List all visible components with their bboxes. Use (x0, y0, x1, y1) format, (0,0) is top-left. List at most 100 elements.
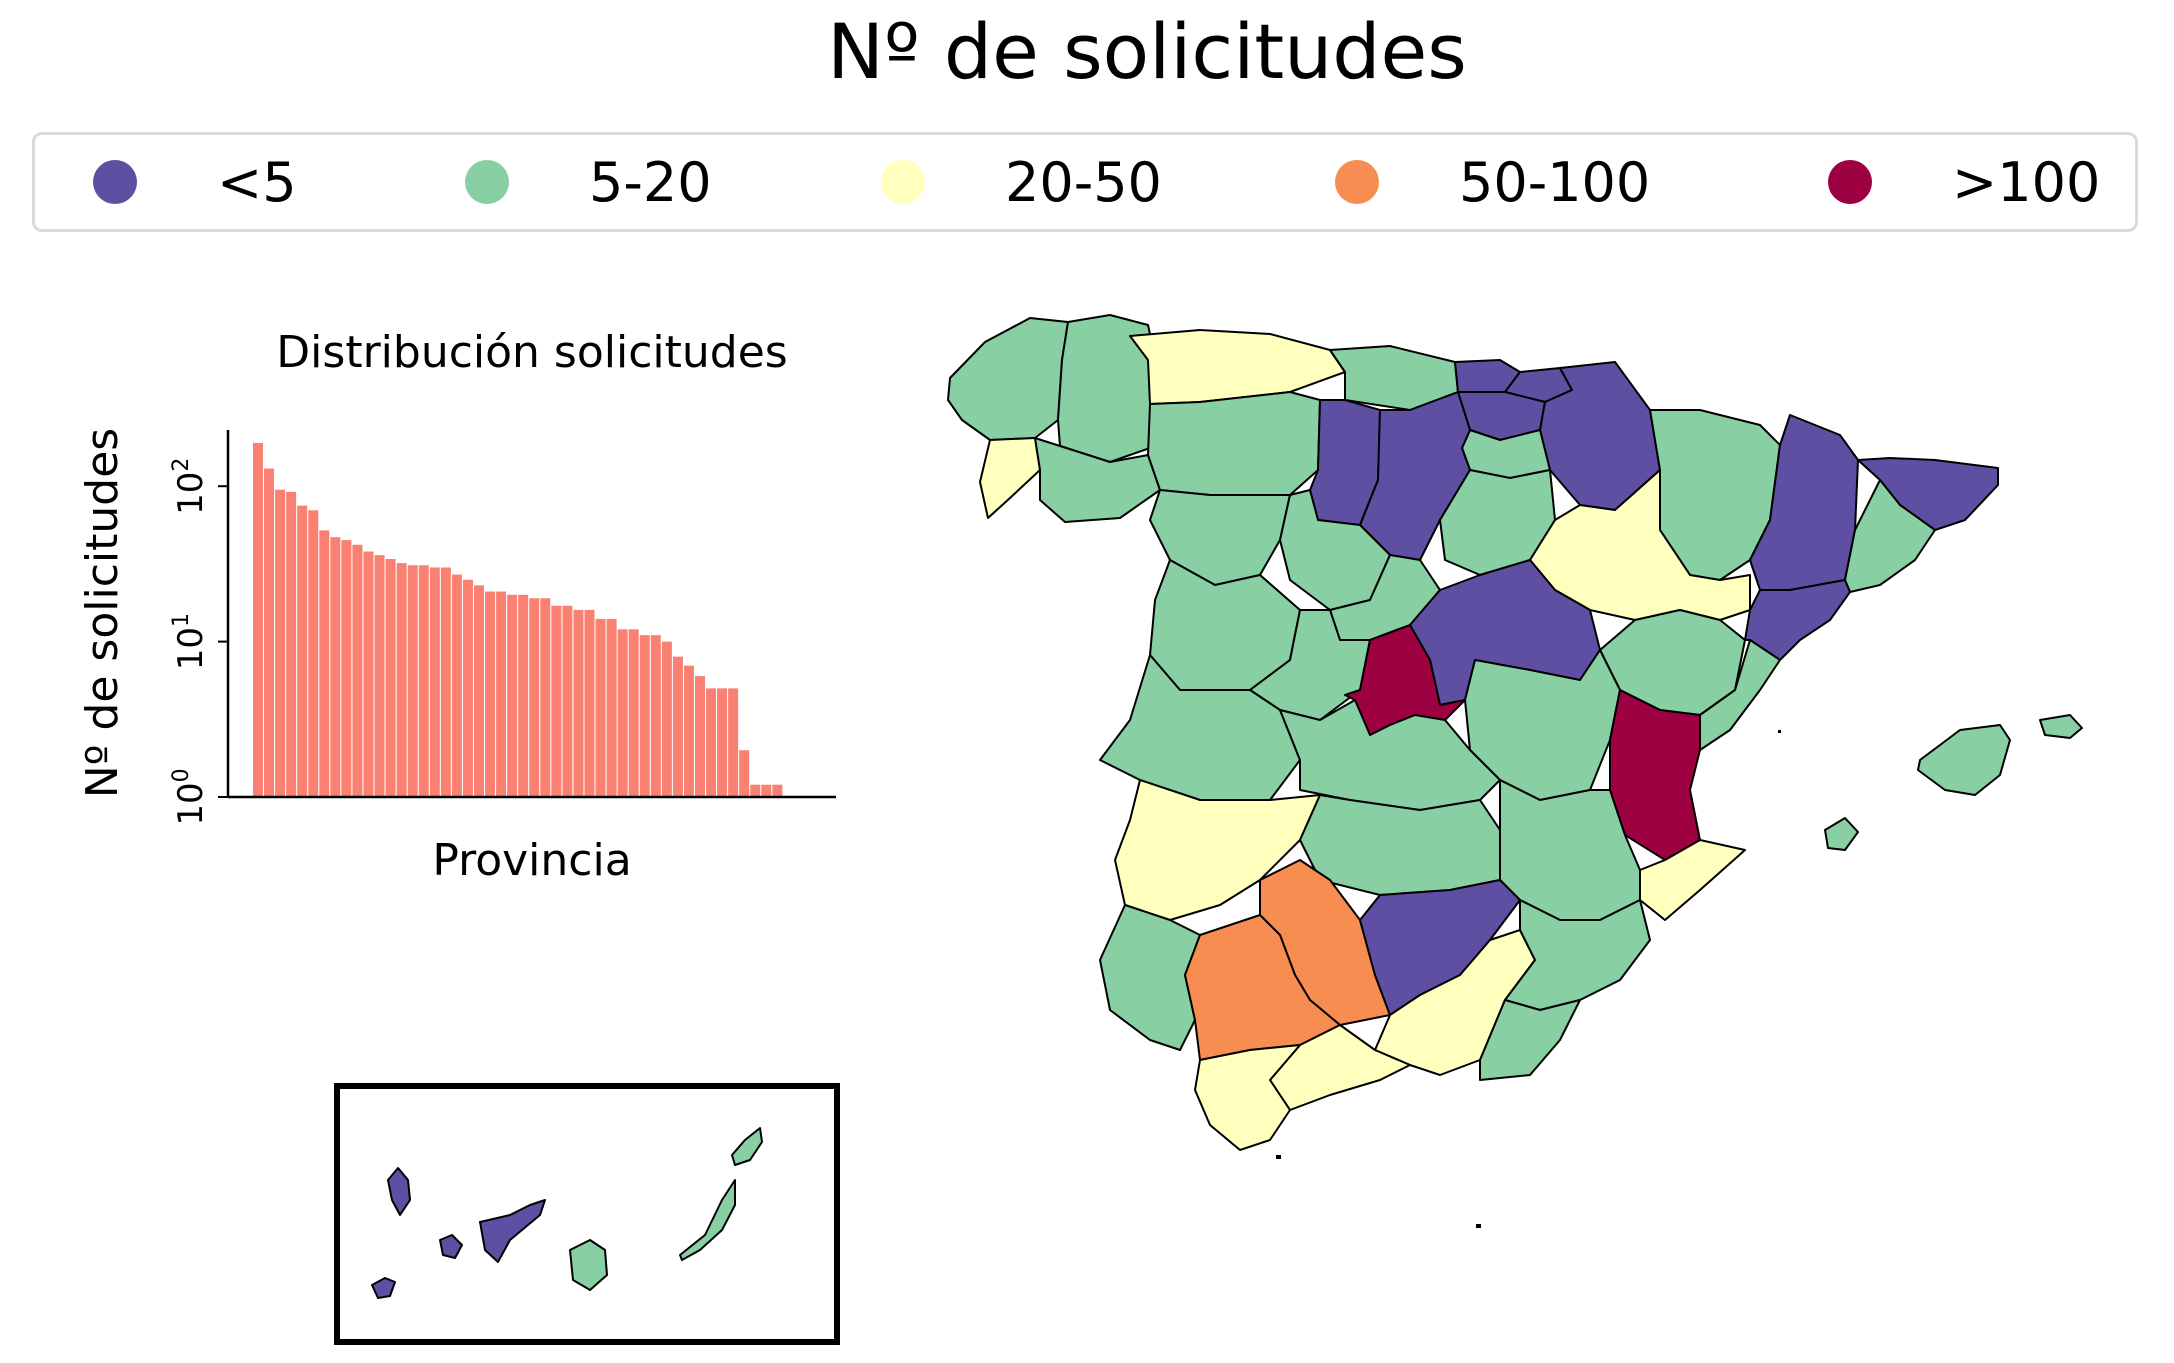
chart-bar (540, 598, 551, 797)
chart-bar (308, 510, 319, 797)
legend-item-gt100: >100 (1828, 135, 2100, 229)
chart-bar (761, 784, 772, 797)
chart-bar (606, 618, 617, 797)
chart-bar (264, 468, 275, 797)
map-region-avila (1249, 609, 1371, 721)
map-region-pontevedra (979, 437, 1041, 519)
chart-bar (750, 784, 761, 797)
chart-bar (385, 559, 396, 797)
chart-bar (706, 688, 717, 797)
map-region-castellon (1699, 639, 1781, 751)
map-title: Nº de solicitudes (827, 7, 1467, 96)
chart-bar (352, 544, 363, 797)
map-region-leon (1147, 391, 1321, 496)
map-region-la-palma (387, 1167, 411, 1216)
legend-label-20-50: 20-50 (1005, 150, 1162, 214)
chart-bar (253, 442, 263, 797)
chart-bar (275, 489, 286, 797)
map-islet-ceuta (1276, 1155, 1281, 1159)
legend-marker-lt5 (93, 160, 137, 204)
map-region-badajoz (1114, 779, 1321, 921)
chart-bar (617, 629, 628, 797)
chart-bar (672, 656, 683, 797)
chart-bar (739, 750, 750, 797)
chart-bar (297, 505, 308, 797)
legend-label-50-100: 50-100 (1459, 150, 1651, 214)
map-region-el-hierro (371, 1277, 396, 1299)
chart-bar (341, 540, 352, 797)
chart-bar (507, 594, 518, 797)
map-islet-columbretes (1778, 730, 1781, 733)
chart-bar (772, 784, 783, 797)
map-region-gran-canaria (569, 1239, 608, 1291)
chart-title: Distribución solicitudes (276, 327, 787, 378)
chart-bar (573, 609, 584, 797)
legend-item-50-100: 50-100 (1335, 135, 1650, 229)
chart-bar (595, 618, 606, 797)
legend-marker-50-100 (1335, 160, 1379, 204)
chart-bar (639, 635, 650, 797)
chart-bar (407, 565, 418, 797)
chart-bar (330, 537, 341, 797)
chart-bar (584, 609, 595, 797)
map-region-la-gomera (439, 1234, 463, 1259)
chart-bar (319, 530, 330, 797)
legend-label-gt100: >100 (1952, 150, 2101, 214)
map-region-ourense (1034, 437, 1161, 523)
chart-bar (440, 567, 451, 797)
legend-marker-gt100 (1828, 160, 1872, 204)
map-region-cadiz (1194, 1044, 1301, 1151)
legend: <5 5-20 20-50 50-100 >100 (32, 132, 2138, 232)
legend-marker-5-20 (465, 160, 509, 204)
chart-y-tick-label: 100 (169, 768, 211, 825)
chart-bar (374, 555, 385, 797)
map-region-fuerteventura (679, 1179, 736, 1261)
chart-bar (429, 567, 440, 797)
chart-bar (683, 665, 694, 797)
chart-bar (451, 574, 462, 797)
map-region-menorca (2039, 714, 2083, 739)
chart-bar (363, 551, 374, 797)
map-region-almeria (1479, 999, 1581, 1081)
chart-bar (551, 605, 562, 797)
chart-bar (462, 579, 473, 797)
map-region-asturias (1129, 329, 1346, 405)
chart-bar (728, 688, 739, 797)
chart-y-tick-label: 102 (169, 458, 211, 515)
chart-bar (562, 605, 573, 797)
map-region-murcia (1504, 899, 1651, 1011)
chart-bar (474, 585, 484, 797)
chart-bar (418, 565, 429, 797)
chart-y-tick-label: 101 (169, 613, 211, 670)
chart-bar (717, 688, 728, 797)
map-region-ibiza (1824, 817, 1859, 851)
map-region-lanzarote (731, 1127, 763, 1166)
chart-bar (286, 491, 297, 797)
chart-bar (485, 591, 496, 797)
map-region-toledo (1279, 699, 1501, 811)
map-region-tenerife (479, 1199, 546, 1263)
map-region-tarragona (1744, 579, 1851, 661)
map-islet-melilla (1476, 1224, 1481, 1228)
chart-bar (518, 594, 529, 797)
distribution-bar-chart: Distribución solicitudes 100 101 102 Provinc… (77, 327, 836, 886)
legend-item-20-50: 20-50 (881, 135, 1162, 229)
legend-item-5-20: 5-20 (465, 135, 712, 229)
map-region-huelva (1099, 904, 1201, 1051)
chart-bar (496, 591, 507, 797)
chart-bar (396, 563, 407, 797)
chart-bar (529, 598, 540, 797)
legend-label-lt5: <5 (217, 150, 297, 214)
legend-label-5-20: 5-20 (589, 150, 712, 214)
legend-marker-20-50 (881, 160, 925, 204)
map-region-a-coruna (947, 317, 1069, 441)
chart-x-axis-label: Provincia (432, 835, 631, 886)
chart-bar (628, 629, 639, 797)
map-region-mallorca (1917, 724, 2011, 796)
legend-item-lt5: <5 (93, 135, 297, 229)
chart-bar (695, 676, 705, 797)
canary-islands-inset-frame (334, 1083, 840, 1345)
chart-y-axis-label: Nº de solicitudes (77, 428, 128, 798)
map-region-lugo (1057, 314, 1161, 463)
